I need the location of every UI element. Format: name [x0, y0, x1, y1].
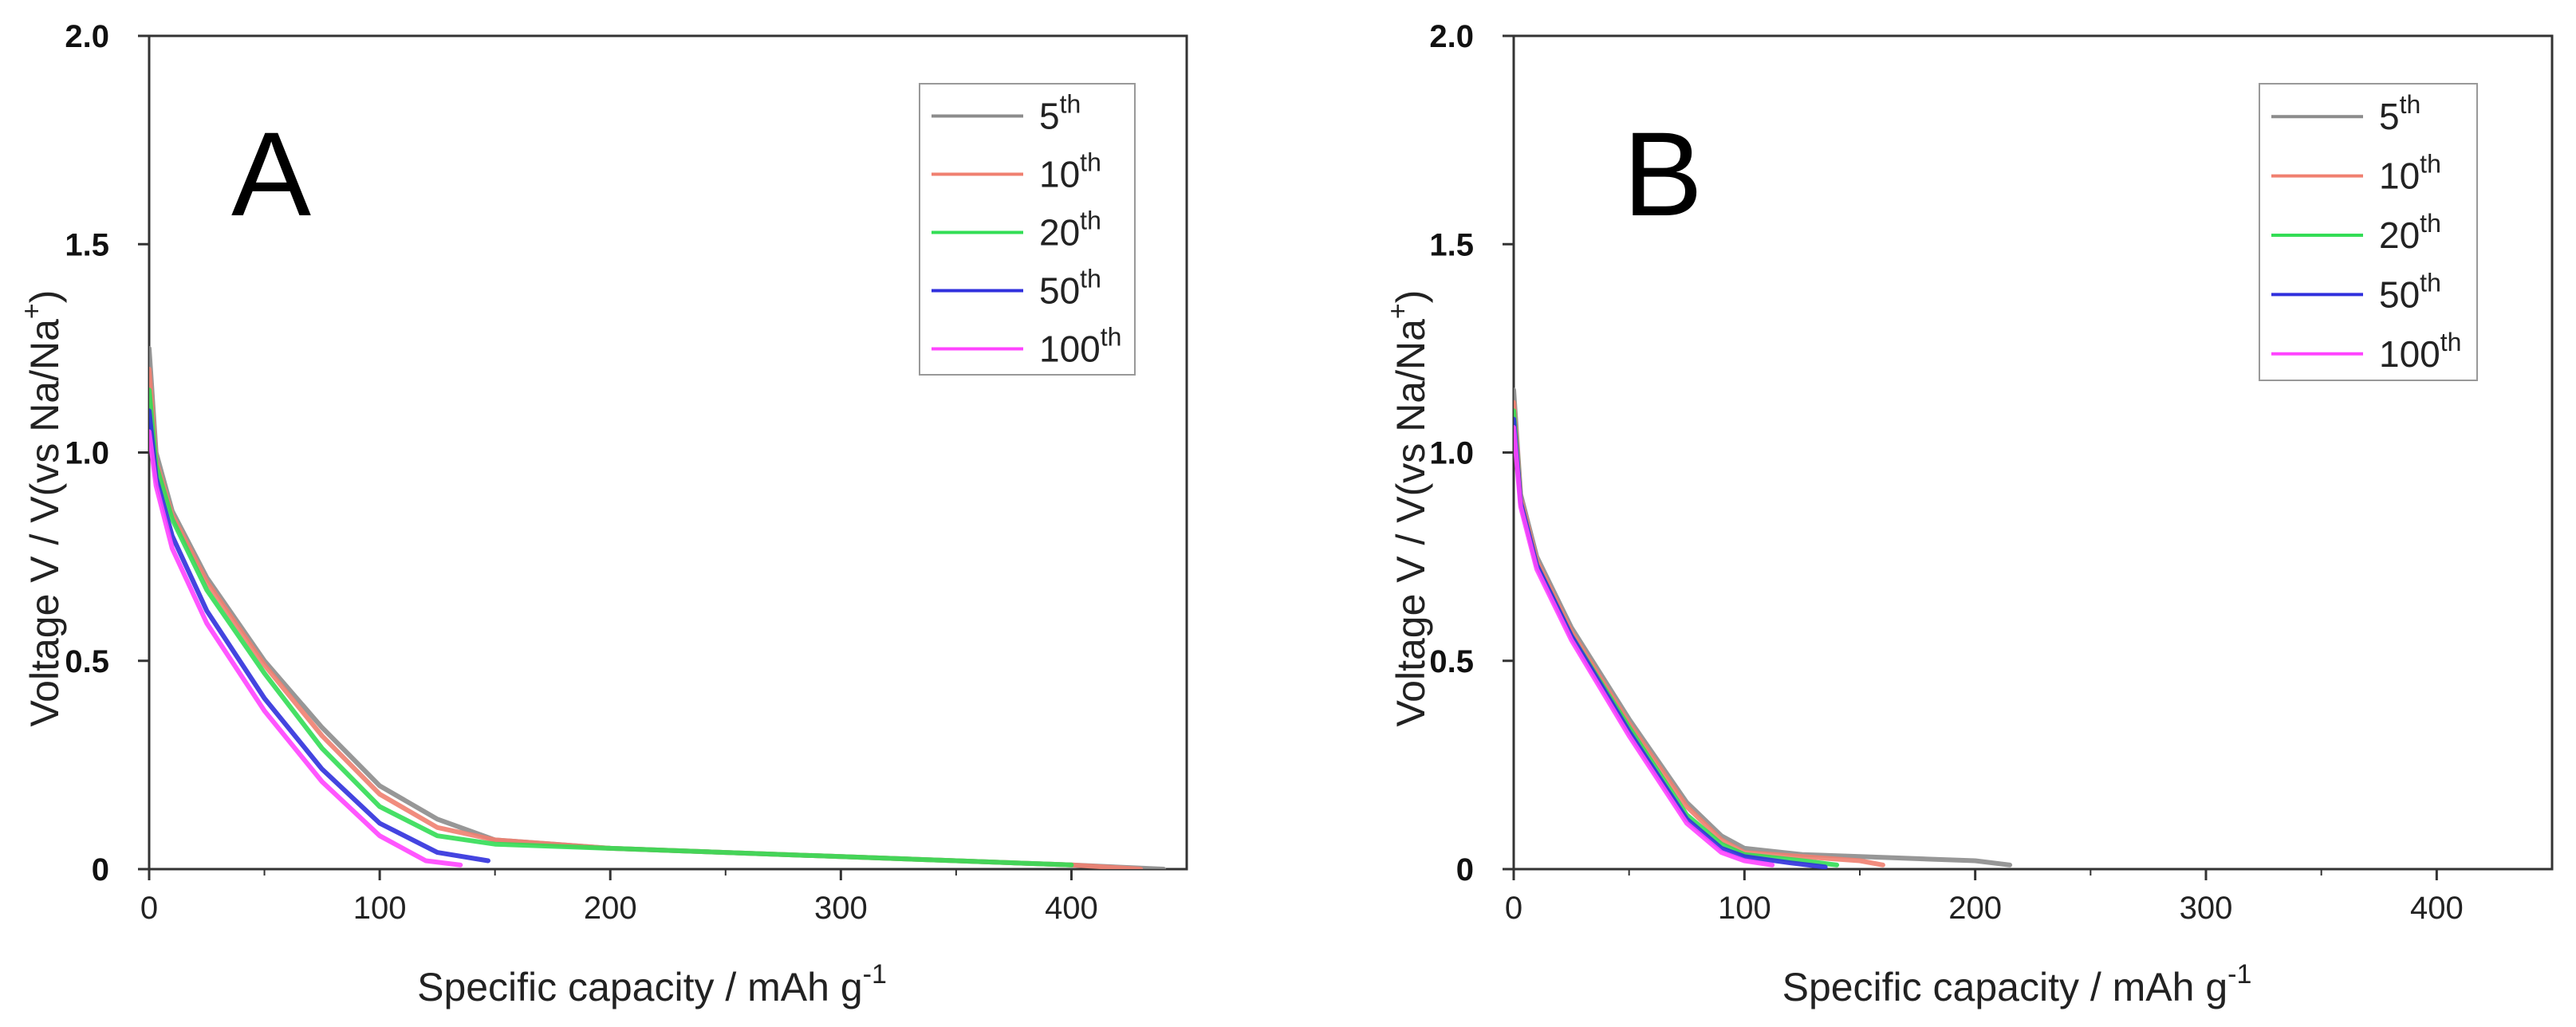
legend-label: 10th: [2379, 150, 2441, 197]
legend-label-text: 20: [1039, 212, 1080, 254]
y-tick-label: 0: [92, 852, 109, 887]
y-tick-label: 2.0: [1429, 19, 1474, 54]
legend-label-sup: th: [2440, 328, 2462, 356]
x-tick-label: 300: [814, 891, 868, 926]
y-axis-label: Voltage V / V(vs Na/Na+): [17, 290, 67, 727]
legend-label: 5th: [2379, 90, 2420, 137]
legend-label: 10th: [1039, 148, 1101, 195]
y-tick-label: 0.5: [1429, 644, 1474, 679]
x-axis-label: Specific capacity / mAh g-1: [417, 959, 887, 1009]
y-axis-label-sup: +: [1383, 303, 1413, 319]
x-tick-label: 200: [584, 891, 637, 926]
legend-box: [919, 83, 1136, 376]
legend-label-text: 5: [2379, 96, 2400, 137]
x-tick-label: 400: [2410, 891, 2464, 926]
legend-label: 100th: [1039, 323, 1121, 370]
legend-label: 20th: [2379, 209, 2441, 256]
y-tick-label: 1.5: [65, 227, 109, 262]
y-axis-label: Voltage V / V(vs Na/Na+): [1383, 290, 1433, 727]
x-tick-label: 0: [140, 891, 158, 926]
panel-label: B: [1623, 107, 1703, 241]
y-axis-label-end: ): [1388, 290, 1433, 304]
series-group: [149, 345, 1167, 869]
legend-label-text: 10: [2379, 155, 2420, 197]
legend-label-sup: th: [1060, 90, 1081, 119]
x-axis-label-sup: -1: [863, 959, 887, 990]
x-axis-label-text: Specific capacity / mAh g: [1782, 965, 2228, 1009]
series-line-5th: [149, 345, 1167, 869]
y-tick-label: 1.0: [65, 436, 109, 471]
x-axis-label-text: Specific capacity / mAh g: [417, 965, 863, 1009]
legend-label: 100th: [2379, 328, 2461, 375]
legend-box: [2259, 83, 2478, 381]
x-axis-label-sup: -1: [2227, 959, 2251, 990]
legend-label: 50th: [2379, 268, 2441, 315]
x-tick-label: 0: [1505, 891, 1522, 926]
legend-label-text: 50: [1039, 270, 1080, 312]
legend-label: 5th: [1039, 90, 1081, 137]
legend-label-sup: th: [2400, 90, 2421, 119]
legend-label-text: 100: [1039, 329, 1101, 370]
x-tick-label: 200: [1948, 891, 2002, 926]
panel-label: A: [231, 107, 311, 241]
series-line-100th: [1514, 425, 1775, 868]
series-line-5th: [1514, 388, 2013, 868]
y-axis-label-text: Voltage V / V(vs Na/Na: [1388, 319, 1433, 727]
y-axis-label-end: ): [22, 290, 67, 304]
series-line-100th: [149, 429, 463, 868]
chart-panel-a: 0 100 200 300 400 0 0.5 1.0 1.5 2.0 Specific capac…: [17, 19, 1188, 1009]
legend-label-sup: th: [1080, 207, 1101, 235]
y-axis-label-sup: +: [17, 303, 47, 319]
series-line-20th: [1514, 408, 1840, 868]
legend-label-sup: th: [2420, 150, 2441, 179]
series-group: [1514, 388, 2013, 869]
legend-label-sup: th: [1080, 265, 1101, 293]
chart-panel-b: 0 100 200 300 400 0 0.5 1.0 1.5 2.0 Specific capac…: [1383, 19, 2554, 1009]
legend-label-text: 50: [2379, 273, 2420, 315]
x-tick-label: 300: [2180, 891, 2233, 926]
y-tick-label: 0.5: [65, 644, 109, 679]
series-line-20th: [149, 388, 1074, 868]
legend-label-sup: th: [1101, 323, 1122, 352]
legend-label-sup: th: [2420, 268, 2441, 297]
legend-label-text: 5: [1039, 96, 1060, 137]
y-axis-label-text: Voltage V / V(vs Na/Na: [22, 319, 67, 727]
y-tick-label: 1.5: [1429, 227, 1474, 262]
legend-label-text: 20: [2379, 214, 2420, 256]
y-tick-label: 0: [1456, 852, 1474, 887]
y-tick-label: 2.0: [65, 19, 109, 54]
series-line-10th: [149, 367, 1144, 869]
legend-label-text: 10: [1039, 154, 1080, 195]
legend-label-sup: th: [2420, 209, 2441, 238]
x-tick-label: 400: [1045, 891, 1098, 926]
y-tick-label: 1.0: [1429, 436, 1474, 471]
x-axis-label: Specific capacity / mAh g-1: [1782, 959, 2252, 1009]
legend-label-sup: th: [1080, 148, 1101, 177]
x-tick-label: 100: [353, 891, 407, 926]
legend-label-text: 100: [2379, 333, 2440, 375]
legend-label: 20th: [1039, 207, 1101, 254]
x-tick-label: 100: [1718, 891, 1771, 926]
legend-label: 50th: [1039, 265, 1101, 312]
series-line-50th: [149, 408, 490, 864]
